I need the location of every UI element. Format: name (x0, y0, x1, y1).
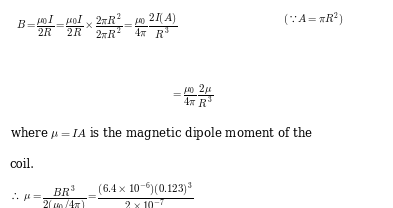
Text: $(\because A = \pi R^2)$: $(\because A = \pi R^2)$ (283, 10, 343, 27)
Text: where $\mu = IA$ is the magnetic dipole moment of the: where $\mu = IA$ is the magnetic dipole … (10, 125, 313, 142)
Text: $= \dfrac{\mu_0}{4\pi}\, \dfrac{2\mu}{R^3}$: $= \dfrac{\mu_0}{4\pi}\, \dfrac{2\mu}{R^… (171, 83, 214, 110)
Text: coil.: coil. (10, 158, 35, 171)
Text: $B = \dfrac{\mu_0 I}{2R} = \dfrac{\mu_0 I}{2R} \times \dfrac{2\pi R^2}{2\pi R^2}: $B = \dfrac{\mu_0 I}{2R} = \dfrac{\mu_0 … (16, 10, 177, 40)
Text: $\therefore\ \mu = \dfrac{BR^3}{2(\mu_0/4\pi)} = \dfrac{(6.4 \times 10^{-6})(0.1: $\therefore\ \mu = \dfrac{BR^3}{2(\mu_0/… (10, 181, 194, 208)
